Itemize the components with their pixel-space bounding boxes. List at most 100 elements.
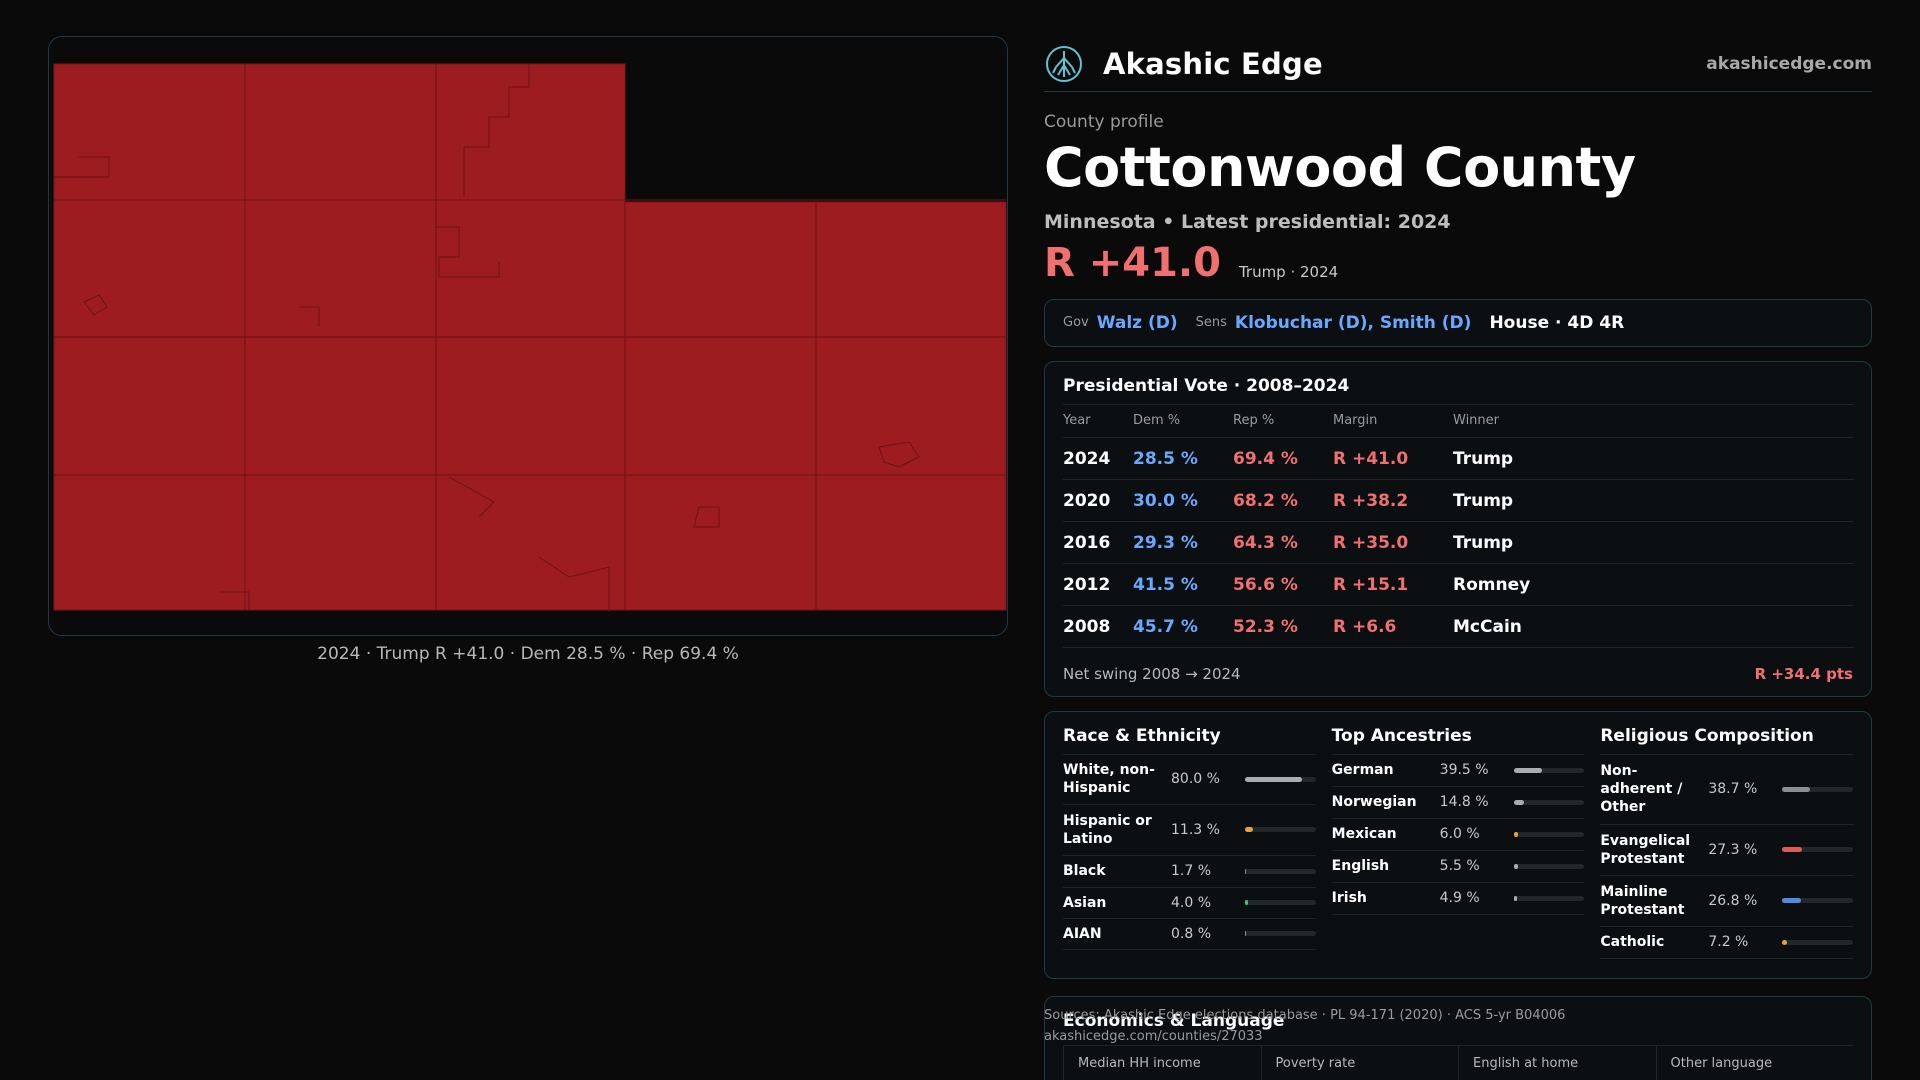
share-bar-fill: [1245, 931, 1247, 937]
item-value: 1.7 %: [1171, 863, 1212, 880]
item-value: 14.8 %: [1439, 794, 1489, 811]
share-bar-fill: [1513, 767, 1542, 773]
religion-title: Religious Composition: [1600, 726, 1854, 755]
item-label: Black: [1063, 863, 1106, 880]
demographics-card: Race & Ethnicity White, non-Hispanic 80.0…: [1044, 710, 1872, 979]
swing-value: R +34.4 pts: [1754, 665, 1853, 684]
winner-cell: McCain: [1453, 605, 1853, 649]
econ-header-poverty: Poverty rate: [1260, 1046, 1459, 1080]
race-column: Race & Ethnicity White, non-Hispanic 80.0…: [1063, 726, 1316, 978]
list-item: Catholic 7.2 %: [1600, 927, 1854, 959]
share-bar-fill: [1245, 868, 1247, 874]
header-dem: Dem %: [1133, 404, 1233, 439]
page-title: Cottonwood County: [1044, 136, 1636, 199]
house-delegation: House · 4D 4R: [1489, 312, 1625, 333]
list-item: Evangelical Protestant 27.3 %: [1600, 825, 1854, 876]
item-value: 4.0 %: [1171, 894, 1212, 911]
econ-header-other-language: Other language: [1655, 1046, 1854, 1080]
sources-line: Sources: Akashic Edge elections database…: [1044, 1008, 1566, 1023]
item-label: Irish: [1331, 890, 1367, 907]
township-lines: [54, 64, 1006, 612]
sens-label: Sens: [1195, 315, 1227, 331]
item-label: Evangelical Protestant: [1600, 832, 1691, 867]
share-bar: [1245, 900, 1316, 906]
religion-column: Religious Composition Non-adherent / Oth…: [1600, 726, 1854, 978]
year-cell: 2012: [1063, 563, 1133, 607]
winner-cell: Romney: [1453, 563, 1853, 607]
winner-cell: Trump: [1453, 437, 1853, 481]
table-row: 2012 41.5 % 56.6 % R +15.1 Romney: [1063, 563, 1853, 607]
item-label: Norwegian: [1331, 794, 1417, 811]
item-label: Mainline Protestant: [1600, 883, 1685, 918]
header-rep: Rep %: [1233, 404, 1333, 439]
item-value: 27.3 %: [1708, 841, 1758, 858]
dem-cell: 29.3 %: [1133, 521, 1233, 565]
profile-panel: Akashic Edge akashicedge.com County prof…: [1044, 36, 1872, 979]
item-label: White, non-Hispanic: [1063, 762, 1155, 797]
econ-header-english: English at home: [1458, 1046, 1656, 1080]
share-bar: [1245, 868, 1316, 874]
list-item: Mainline Protestant 26.8 %: [1600, 876, 1854, 927]
share-bar-fill: [1245, 900, 1248, 906]
rep-cell: 56.6 %: [1233, 563, 1333, 607]
header-margin: Margin: [1333, 404, 1453, 439]
list-item: Irish 4.9 %: [1331, 883, 1585, 915]
econ-header-income: Median HH income: [1063, 1046, 1261, 1080]
list-item: English 5.5 %: [1331, 851, 1585, 883]
winner-cell: Trump: [1453, 521, 1853, 565]
presidential-table: Year Dem % Rep % Margin Winner 2024 28.5 …: [1063, 404, 1853, 649]
item-label: Hispanic or Latino: [1063, 812, 1152, 847]
item-label: AIAN: [1063, 925, 1102, 942]
brand-name: Akashic Edge: [1103, 46, 1323, 81]
race-title: Race & Ethnicity: [1063, 726, 1316, 755]
margin-cell: R +35.0: [1333, 521, 1453, 565]
header-winner: Winner: [1453, 404, 1853, 439]
dem-cell: 45.7 %: [1133, 605, 1233, 649]
share-bar: [1245, 776, 1316, 782]
share-bar-fill: [1513, 895, 1518, 901]
table-row: 2024 28.5 % 69.4 % R +41.0 Trump: [1063, 437, 1853, 481]
item-value: 80.0 %: [1171, 771, 1220, 788]
year-cell: 2016: [1063, 521, 1133, 565]
item-label: Mexican: [1331, 826, 1397, 843]
item-label: Non-adherent / Other: [1600, 762, 1683, 816]
senators-names: Klobuchar (D), Smith (D): [1234, 312, 1472, 333]
dem-cell: 41.5 %: [1133, 563, 1233, 607]
list-item: Norwegian 14.8 %: [1331, 787, 1585, 819]
county-map-svg: [53, 63, 1007, 612]
item-value: 11.3 %: [1171, 821, 1220, 838]
map-caption: 2024 · Trump R +41.0 · Dem 28.5 % · Rep …: [317, 644, 739, 664]
rep-cell: 68.2 %: [1233, 479, 1333, 523]
margin-cell: R +15.1: [1333, 563, 1453, 607]
item-label: German: [1331, 762, 1394, 779]
county-map[interactable]: [48, 36, 1008, 636]
eyebrow-label: County profile: [1044, 112, 1164, 132]
county-url[interactable]: akashicedge.com/counties/27033: [1044, 1028, 1263, 1044]
margin-value: R +41.0: [1044, 239, 1221, 286]
officials-bar: Gov Walz (D) Sens Klobuchar (D), Smith (…: [1044, 298, 1872, 347]
table-row: 2016 29.3 % 64.3 % R +35.0 Trump: [1063, 521, 1853, 565]
share-bar-fill: [1245, 776, 1302, 782]
list-item: White, non-Hispanic 80.0 %: [1063, 755, 1316, 805]
presidential-title: Presidential Vote · 2008–2024: [1063, 376, 1853, 405]
list-item: Mexican 6.0 %: [1331, 819, 1585, 851]
item-value: 26.8 %: [1708, 892, 1758, 909]
governor-name: Walz (D): [1096, 312, 1178, 333]
share-bar: [1245, 827, 1316, 833]
item-value: 5.5 %: [1439, 858, 1480, 875]
winner-cell: Trump: [1453, 479, 1853, 523]
rep-cell: 52.3 %: [1233, 605, 1333, 649]
share-bar-fill: [1782, 898, 1802, 904]
list-item: Non-adherent / Other 38.7 %: [1600, 755, 1854, 825]
headline-margin: R +41.0 Trump · 2024: [1044, 243, 1872, 283]
margin-note: Trump · 2024: [1238, 262, 1339, 281]
economics-headers: Median HH income Poverty rate English at…: [1063, 1045, 1853, 1080]
share-bar: [1245, 931, 1316, 937]
table-row: 2008 45.7 % 52.3 % R +6.6 McCain: [1063, 605, 1853, 649]
share-bar-fill: [1513, 831, 1518, 837]
site-link[interactable]: akashicedge.com: [1706, 53, 1872, 74]
table-header-row: Year Dem % Rep % Margin Winner: [1063, 404, 1853, 439]
share-bar-fill: [1782, 939, 1788, 945]
list-item: AIAN 0.8 %: [1063, 919, 1316, 950]
economics-title: Economics & Language: [1063, 1011, 1285, 1031]
